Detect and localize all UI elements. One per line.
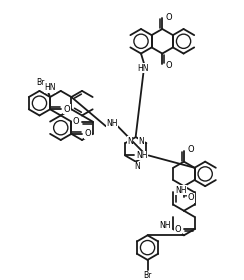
Text: O: O xyxy=(63,105,70,114)
Text: O: O xyxy=(187,193,194,202)
Text: O: O xyxy=(166,61,173,70)
Text: O: O xyxy=(174,225,181,234)
Text: N: N xyxy=(139,137,144,146)
Text: HN: HN xyxy=(44,83,56,92)
Text: N: N xyxy=(134,162,140,171)
Text: O: O xyxy=(166,13,173,22)
Text: NH: NH xyxy=(175,186,187,195)
Text: Br: Br xyxy=(143,271,152,280)
Text: NH: NH xyxy=(106,119,118,128)
Text: O: O xyxy=(73,117,79,126)
Text: Br: Br xyxy=(36,78,44,87)
Text: N: N xyxy=(127,137,133,146)
Text: NH: NH xyxy=(160,221,171,230)
Text: HN: HN xyxy=(137,64,149,73)
Text: NH: NH xyxy=(136,151,148,160)
Text: O: O xyxy=(187,145,194,154)
Text: O: O xyxy=(85,129,92,138)
